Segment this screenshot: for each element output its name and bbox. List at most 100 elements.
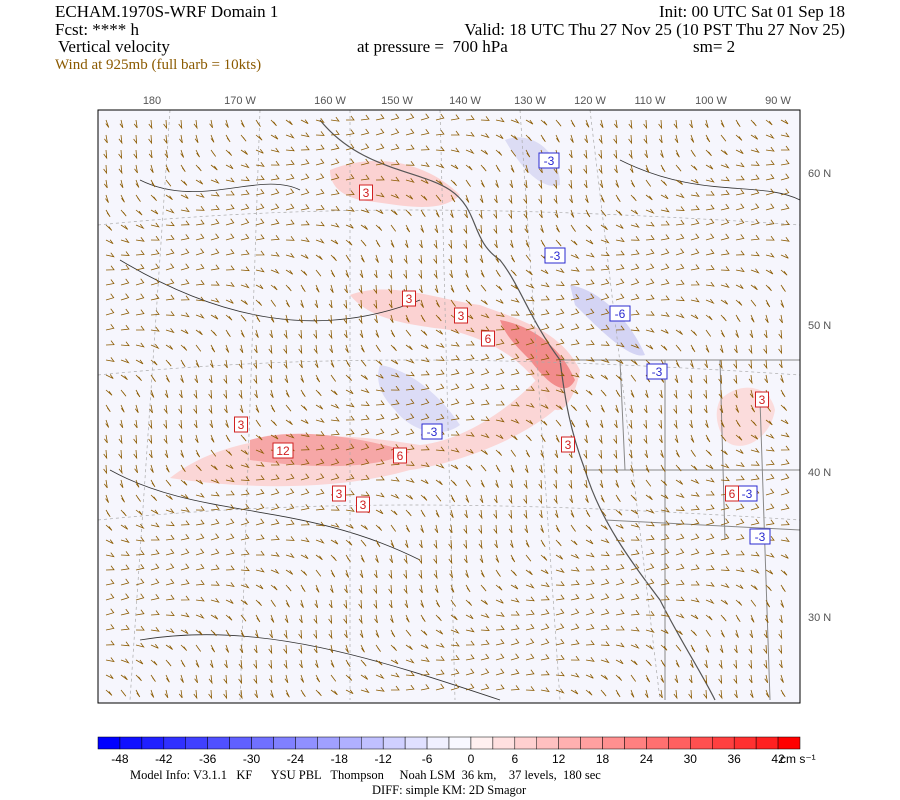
barb — [180, 644, 188, 651]
barb — [570, 404, 577, 411]
barb — [765, 133, 775, 140]
barb — [613, 419, 618, 429]
barb — [750, 404, 756, 413]
longitude-label: 90 W — [765, 95, 791, 107]
barb — [495, 353, 505, 361]
barb — [178, 389, 183, 399]
barb — [405, 144, 415, 151]
barb — [586, 565, 595, 571]
barb — [630, 674, 637, 682]
barb — [344, 584, 348, 594]
barb — [120, 341, 130, 347]
barb — [720, 518, 730, 526]
barb — [270, 134, 279, 140]
barb — [150, 222, 160, 228]
barb — [705, 281, 715, 287]
barb — [150, 359, 158, 366]
barb — [450, 614, 458, 621]
contour-label-box — [454, 307, 468, 324]
barb — [735, 584, 744, 590]
barb — [105, 552, 115, 558]
contour-label: -6 — [615, 307, 626, 321]
barb — [389, 614, 394, 623]
barb — [435, 463, 445, 469]
barb — [720, 218, 730, 226]
barb — [298, 314, 303, 324]
barb — [645, 594, 655, 601]
barb — [150, 563, 160, 571]
barb — [253, 659, 258, 670]
barb — [238, 359, 243, 370]
barb — [629, 464, 634, 473]
barb — [435, 494, 442, 502]
barb — [165, 248, 175, 256]
barb — [360, 158, 370, 166]
barb — [195, 492, 205, 498]
barb — [570, 209, 575, 218]
barb — [571, 355, 580, 361]
barb — [225, 299, 234, 304]
barb — [404, 599, 409, 609]
barb — [180, 464, 186, 472]
barb — [255, 203, 265, 211]
barb — [360, 554, 365, 563]
barb — [150, 389, 155, 398]
barb — [538, 179, 543, 190]
barb — [749, 689, 754, 698]
barb — [210, 329, 217, 337]
barb — [525, 419, 534, 425]
barb — [479, 254, 484, 264]
colorbar-box — [536, 736, 559, 750]
colorbar-box — [690, 736, 713, 750]
barb — [540, 119, 548, 126]
barb — [373, 269, 378, 279]
barb — [225, 419, 229, 428]
barb — [255, 488, 265, 496]
barb — [630, 179, 636, 188]
barb — [180, 234, 190, 241]
barb — [704, 659, 708, 669]
barb — [240, 283, 250, 289]
barb — [270, 188, 280, 196]
barb — [225, 504, 235, 511]
barb — [195, 233, 205, 241]
barb — [315, 131, 325, 136]
barb — [645, 494, 653, 501]
barb — [135, 359, 144, 365]
barb — [749, 629, 754, 639]
barb — [675, 613, 685, 619]
barb — [105, 119, 110, 128]
barb — [435, 179, 443, 186]
contour-label: -3 — [652, 365, 663, 379]
barb — [495, 269, 501, 277]
barb — [240, 149, 248, 155]
barb — [315, 144, 325, 151]
contour-label-box — [538, 152, 560, 169]
barb — [178, 119, 183, 130]
barb — [135, 236, 145, 242]
barb — [448, 539, 453, 550]
barb — [615, 494, 621, 502]
longitude-label: 130 W — [514, 95, 546, 107]
barb — [465, 464, 473, 471]
barb — [300, 269, 308, 276]
barb — [329, 284, 334, 293]
barb — [405, 428, 415, 436]
barb — [225, 490, 235, 496]
barb — [630, 689, 635, 698]
barb — [435, 299, 440, 308]
barb — [615, 564, 625, 571]
barb — [495, 668, 505, 676]
barb — [540, 323, 550, 331]
wind-barbs — [103, 113, 790, 700]
barb — [750, 234, 760, 241]
barb — [750, 299, 757, 307]
barb — [630, 509, 639, 515]
barb — [269, 329, 273, 339]
barb — [420, 113, 430, 121]
barb — [448, 254, 453, 265]
barb — [240, 134, 247, 142]
colorbar-box — [426, 736, 450, 750]
barb — [239, 404, 244, 414]
longitude-label: 140 W — [449, 95, 481, 107]
